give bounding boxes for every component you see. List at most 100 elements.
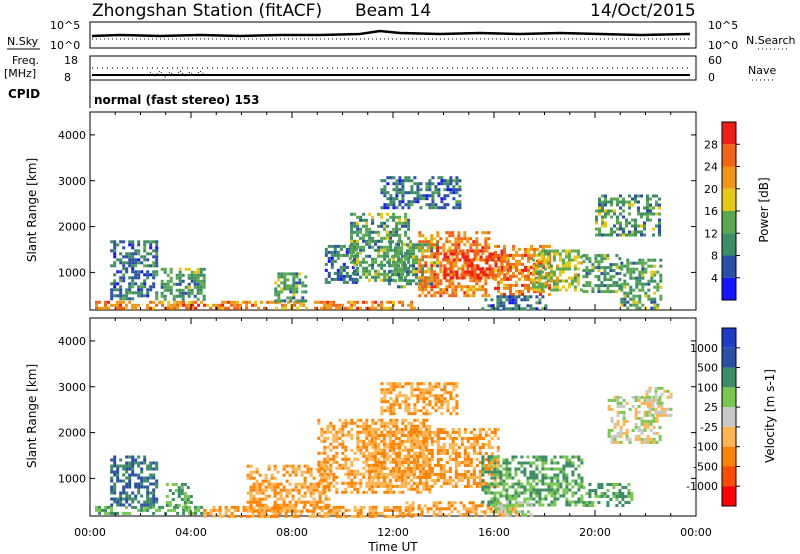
velocity-cell <box>113 461 117 465</box>
velocity-cell <box>454 464 458 467</box>
velocity-cell <box>383 427 387 431</box>
power-cell <box>371 245 375 249</box>
velocity-cell <box>612 483 616 486</box>
power-cell <box>537 264 541 268</box>
power-cell <box>326 303 330 307</box>
velocity-cell <box>594 489 598 492</box>
velocity-cell <box>400 431 404 434</box>
power-cell <box>389 230 393 234</box>
velocity-cell <box>499 473 503 477</box>
power-cell <box>179 300 183 304</box>
power-cell <box>555 282 559 286</box>
velocity-cell <box>565 497 569 501</box>
power-cell <box>503 268 506 272</box>
velocity-cell <box>317 451 321 455</box>
power-cell <box>461 276 465 280</box>
velocity-cell <box>541 479 545 483</box>
power-cell <box>451 294 455 298</box>
power-cell <box>618 287 622 291</box>
power-cell <box>424 288 428 292</box>
velocity-cell <box>514 497 518 501</box>
power-cell <box>119 303 122 307</box>
power-cell <box>324 268 328 272</box>
velocity-cell <box>430 458 434 461</box>
velocity-cell <box>499 482 503 486</box>
power-cell <box>455 273 459 277</box>
power-cell <box>191 306 195 310</box>
power-cell <box>362 239 366 243</box>
power-cell <box>196 279 200 283</box>
velocity-cell <box>329 463 333 467</box>
velocity-cell <box>385 434 389 437</box>
power-cell <box>615 290 619 294</box>
power-cell <box>433 264 437 268</box>
power-cell <box>403 243 406 247</box>
power-cell <box>295 287 299 291</box>
velocity-cell <box>177 495 181 498</box>
velocity-cell <box>468 510 472 514</box>
power-cell <box>182 303 186 307</box>
power-cell <box>196 291 200 295</box>
power-cell <box>424 285 428 289</box>
velocity-cell <box>481 479 485 483</box>
velocity-cell <box>651 413 655 417</box>
power-cell <box>251 303 255 307</box>
power-cell <box>137 249 141 253</box>
power-cell <box>644 282 648 286</box>
power-cell <box>283 299 287 303</box>
power-cell <box>524 247 527 251</box>
velocity-cell <box>440 394 444 398</box>
velocity-cell <box>610 434 614 438</box>
power-cell <box>597 287 601 291</box>
velocity-cell <box>416 457 420 461</box>
power-cell <box>601 206 604 210</box>
velocity-cell <box>514 473 518 477</box>
power-cell <box>404 218 408 222</box>
power-cell <box>182 300 186 304</box>
power-cell <box>398 300 402 304</box>
velocity-cell <box>398 490 402 494</box>
velocity-cell <box>544 461 548 465</box>
power-cell <box>451 243 455 247</box>
velocity-cell <box>326 472 330 476</box>
velocity-cell <box>580 479 584 483</box>
velocity-cell <box>367 470 371 473</box>
power-cell <box>368 254 372 258</box>
velocity-cell <box>490 455 494 459</box>
power-cell <box>356 251 360 255</box>
power-cell <box>558 279 562 283</box>
velocity-cell <box>385 467 389 470</box>
velocity-cell <box>406 461 410 464</box>
power-cell <box>345 247 349 251</box>
velocity-cell <box>484 452 488 455</box>
velocity-cell <box>544 494 548 498</box>
velocity-cell <box>380 406 384 410</box>
velocity-cell <box>323 451 327 455</box>
power-cell <box>656 270 660 274</box>
velocity-cell <box>344 463 348 467</box>
velocity-cell <box>448 467 452 470</box>
velocity-cell <box>374 421 378 425</box>
power-cell <box>199 291 203 295</box>
velocity-cell <box>386 421 390 425</box>
velocity-cell <box>422 394 426 398</box>
velocity-cell <box>303 491 307 495</box>
power-cell <box>131 264 135 268</box>
power-cell <box>658 230 661 234</box>
velocity-cell <box>326 481 330 485</box>
velocity-cell <box>376 479 380 482</box>
power-cell <box>116 306 119 310</box>
velocity-cell <box>424 437 428 440</box>
power-cell <box>619 227 622 231</box>
power-cell <box>380 254 384 258</box>
velocity-cell <box>407 481 411 485</box>
power-cell <box>404 179 408 183</box>
velocity-cell <box>165 495 169 498</box>
power-cell <box>555 249 559 253</box>
power-cell <box>521 256 524 260</box>
velocity-cell <box>323 478 327 482</box>
velocity-cell <box>356 481 360 485</box>
power-cell <box>119 261 123 265</box>
velocity-cell <box>288 488 292 492</box>
power-cell <box>394 246 397 250</box>
